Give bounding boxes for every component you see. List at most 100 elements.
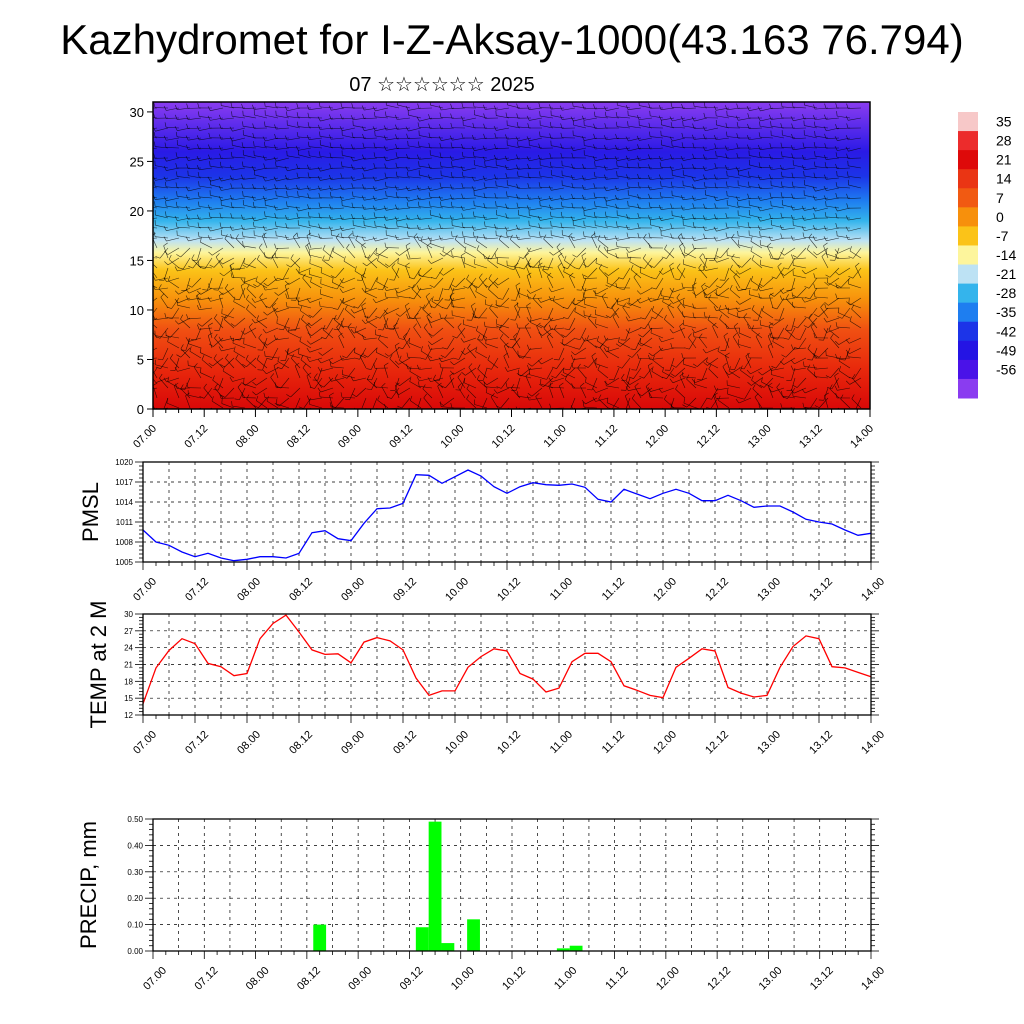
wind-barb-flag bbox=[631, 394, 636, 399]
wind-barb bbox=[378, 339, 389, 349]
wind-barb bbox=[808, 277, 818, 289]
wind-barb-flag bbox=[846, 301, 851, 306]
wind-barb-flag bbox=[845, 115, 849, 121]
wind-barb bbox=[309, 126, 323, 129]
wind-barb-flag bbox=[619, 288, 625, 290]
wind-barb bbox=[829, 388, 840, 399]
wind-barb-flag bbox=[317, 387, 321, 393]
wind-barb-flag bbox=[475, 346, 478, 352]
wind-barb bbox=[642, 327, 653, 338]
wind-barb-flag bbox=[160, 293, 165, 298]
wind-barb bbox=[788, 327, 796, 340]
wind-barb bbox=[705, 347, 719, 354]
wind-barb-flag bbox=[553, 358, 559, 361]
wind-barb-flag bbox=[342, 415, 346, 417]
wind-barb-flag bbox=[768, 236, 772, 241]
wind-barb bbox=[704, 237, 719, 239]
wind-barb-flag bbox=[189, 346, 192, 352]
wind-barb bbox=[573, 117, 587, 122]
wind-barb bbox=[255, 280, 268, 289]
wind-barb-flag bbox=[745, 352, 750, 357]
wind-barb-flag bbox=[537, 298, 542, 303]
wind-barb bbox=[749, 214, 763, 219]
wind-barb bbox=[536, 326, 543, 339]
wind-barb-flag bbox=[361, 105, 365, 111]
wind-barb bbox=[482, 327, 488, 341]
wind-barb-flag bbox=[699, 253, 704, 258]
wind-barb-flag bbox=[790, 365, 794, 371]
wind-barb-flag bbox=[471, 225, 475, 231]
wind-barb-flag bbox=[473, 285, 479, 288]
wind-barb-flag bbox=[372, 176, 376, 182]
wind-barb bbox=[229, 265, 235, 279]
wind-barb bbox=[463, 262, 477, 269]
wind-barb-flag bbox=[792, 255, 798, 258]
wind-barb-flag bbox=[553, 324, 557, 330]
wind-barb-flag bbox=[229, 175, 233, 181]
wind-barb bbox=[454, 239, 466, 249]
y-tick-label: 15 bbox=[124, 694, 133, 703]
wind-barb bbox=[419, 187, 433, 191]
wind-barb-flag bbox=[838, 365, 842, 371]
wind-barb bbox=[348, 236, 356, 249]
wind-barb-flag bbox=[266, 257, 272, 260]
wind-barb-flag bbox=[383, 362, 389, 366]
wind-barb bbox=[265, 327, 279, 334]
wind-barb-flag bbox=[406, 154, 409, 159]
wind-barb-flag bbox=[242, 240, 244, 246]
wind-barb-flag bbox=[329, 392, 334, 396]
wind-barb bbox=[210, 195, 224, 199]
wind-barb-flag bbox=[306, 104, 310, 110]
wind-barb-flag bbox=[219, 134, 222, 140]
wind-barb bbox=[364, 117, 378, 119]
wind-barb-flag bbox=[692, 214, 695, 220]
x-tick-label: 10.00 bbox=[443, 576, 471, 604]
wind-barb bbox=[452, 306, 466, 309]
wind-barb bbox=[188, 197, 202, 200]
wind-barb-flag bbox=[824, 281, 829, 286]
wind-barb bbox=[408, 145, 422, 149]
wind-barb-flag bbox=[740, 365, 743, 371]
wind-barb bbox=[245, 359, 257, 369]
wind-barb bbox=[353, 167, 367, 170]
y-tick-label: 18 bbox=[124, 677, 133, 686]
wind-barb-flag bbox=[823, 225, 827, 231]
x-tick-label: 12.12 bbox=[695, 423, 723, 451]
wind-barb-flag bbox=[381, 382, 386, 387]
wind-barb-flag bbox=[153, 113, 156, 119]
wind-barb bbox=[262, 357, 268, 371]
wind-barb-flag bbox=[840, 394, 844, 400]
wind-barb bbox=[188, 137, 202, 141]
wind-barb bbox=[749, 147, 763, 150]
wind-barb-flag bbox=[598, 264, 603, 269]
wind-barb-flag bbox=[755, 332, 760, 337]
wind-barb bbox=[507, 265, 521, 269]
wind-barb bbox=[254, 155, 268, 159]
wind-barb bbox=[287, 195, 301, 199]
wind-barb-flag bbox=[439, 152, 442, 158]
wind-barb-flag bbox=[608, 378, 614, 381]
wind-barb bbox=[265, 355, 279, 359]
wind-barb-flag bbox=[427, 344, 431, 350]
wind-barb-flag bbox=[174, 320, 179, 325]
wind-barb-flag bbox=[615, 253, 618, 259]
wind-barb-flag bbox=[440, 355, 446, 358]
wind-barb bbox=[409, 371, 422, 379]
wind-barb bbox=[166, 197, 180, 202]
wind-barb-flag bbox=[637, 144, 640, 150]
wind-barb-flag bbox=[383, 145, 387, 151]
wind-barb bbox=[375, 334, 389, 339]
wind-barb-flag bbox=[361, 334, 365, 340]
wind-barb bbox=[661, 387, 675, 393]
x-tick-label: 12.00 bbox=[651, 576, 679, 604]
wind-barb-flag bbox=[169, 354, 174, 359]
wind-barb-flag bbox=[178, 267, 184, 270]
wind-barb bbox=[591, 377, 598, 391]
wind-barb-flag bbox=[625, 104, 629, 110]
wind-barb-flag bbox=[658, 337, 662, 343]
x-tick-label: 10.12 bbox=[495, 576, 523, 604]
wind-barb bbox=[298, 154, 312, 159]
wind-barb bbox=[672, 327, 686, 334]
wind-barb bbox=[258, 397, 268, 408]
wind-barb bbox=[523, 247, 532, 259]
